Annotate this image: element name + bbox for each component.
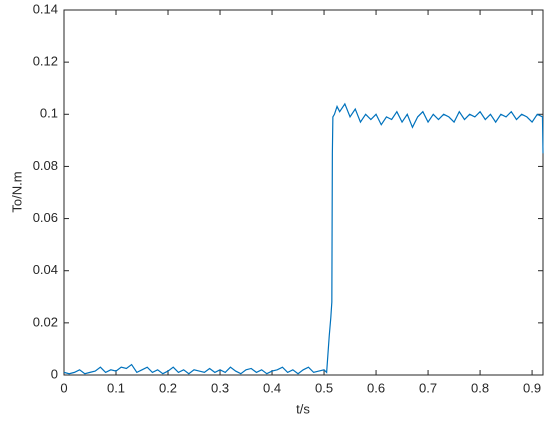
x-tick-label: 0.2	[159, 380, 177, 395]
x-tick-label: 0.9	[523, 380, 541, 395]
x-axis-label: t/s	[296, 401, 310, 416]
x-tick-label: 0.7	[419, 380, 437, 395]
x-tick-label: 0.3	[211, 380, 229, 395]
y-tick-label: 0.04	[33, 262, 58, 277]
y-tick-label: 0.08	[33, 158, 58, 173]
y-axis-label: To/N.m	[9, 171, 24, 212]
y-tick-label: 0.02	[33, 314, 58, 329]
x-tick-label: 0	[60, 380, 67, 395]
x-tick-label: 0.8	[471, 380, 489, 395]
y-tick-label: 0	[51, 366, 58, 381]
axes-box	[63, 9, 544, 376]
y-tick-label: 0.1	[40, 106, 58, 121]
x-tick-label: 0.5	[315, 380, 333, 395]
y-tick-label: 0.06	[33, 210, 58, 225]
y-tick-label: 0.14	[33, 1, 58, 16]
x-tick-label: 0.4	[263, 380, 281, 395]
data-line	[63, 102, 544, 375]
y-tick-label: 0.12	[33, 54, 58, 69]
x-tick-label: 0.6	[367, 380, 385, 395]
x-tick-label: 0.1	[107, 380, 125, 395]
